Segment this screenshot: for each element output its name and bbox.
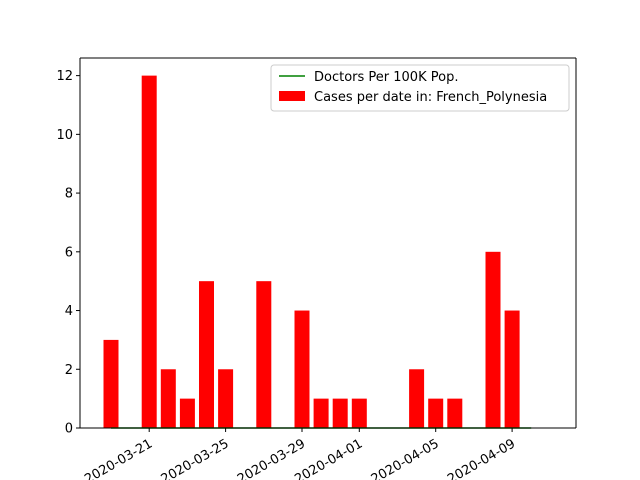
bar-2020-03-22 <box>160 369 176 428</box>
legend-bar-swatch <box>279 91 305 101</box>
legend: Doctors Per 100K Pop. Cases per date in:… <box>270 64 570 112</box>
y-tick-label-2: 2 <box>65 363 73 378</box>
bar-2020-03-31 <box>332 398 348 428</box>
bar-2020-03-23 <box>179 398 195 428</box>
y-axis: 0 2 4 6 8 10 12 <box>56 69 80 437</box>
y-tick-label-6: 6 <box>65 245 73 260</box>
bar-2020-04-09 <box>504 310 520 428</box>
y-tick-label-8: 8 <box>65 187 73 202</box>
y-tick-label-10: 10 <box>56 128 73 143</box>
legend-box <box>270 64 570 112</box>
legend-label-cases: Cases per date in: French_Polynesia <box>314 90 547 105</box>
y-tick-label-12: 12 <box>56 69 73 84</box>
bar-2020-03-29 <box>294 310 310 428</box>
bars <box>103 75 520 429</box>
y-tick-label-0: 0 <box>65 422 73 437</box>
bar-2020-03-19 <box>103 339 119 428</box>
bar-2020-04-08 <box>485 251 501 428</box>
bar-2020-03-24 <box>199 281 214 428</box>
bar-2020-04-05 <box>428 398 444 428</box>
bar-2020-03-21 <box>141 75 157 429</box>
y-tick-label-4: 4 <box>65 304 73 319</box>
bar-2020-03-30 <box>313 398 329 428</box>
bar-2020-04-06 <box>447 398 463 428</box>
axes-frame <box>79 57 577 429</box>
bar-2020-03-25 <box>218 369 234 428</box>
bar-2020-03-27 <box>256 281 272 428</box>
bar-2020-04-01 <box>351 398 367 428</box>
legend-label-doctors: Doctors Per 100K Pop. <box>314 70 458 85</box>
bar-2020-04-04 <box>409 369 425 428</box>
